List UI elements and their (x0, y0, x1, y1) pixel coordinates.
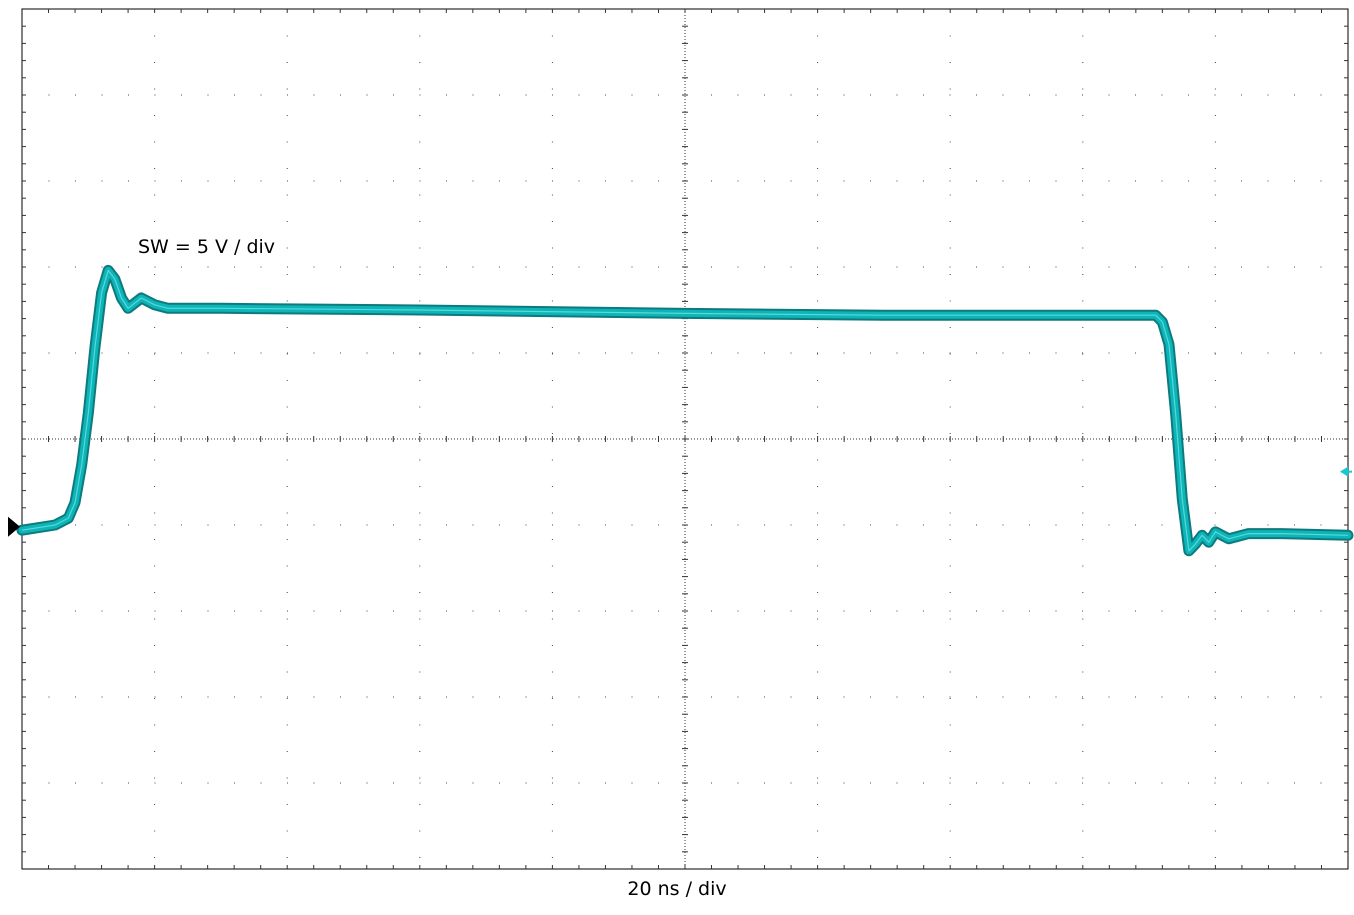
x-axis-label: 20 ns / div (627, 878, 727, 900)
graticule (21, 8, 1349, 870)
channel-scale-label: SW = 5 V / div (138, 236, 276, 258)
marker-layer (8, 466, 1352, 537)
trace-highlight-0 (21, 269, 1349, 552)
ground-reference-marker (8, 516, 20, 537)
trace-layer (16, 264, 1354, 557)
